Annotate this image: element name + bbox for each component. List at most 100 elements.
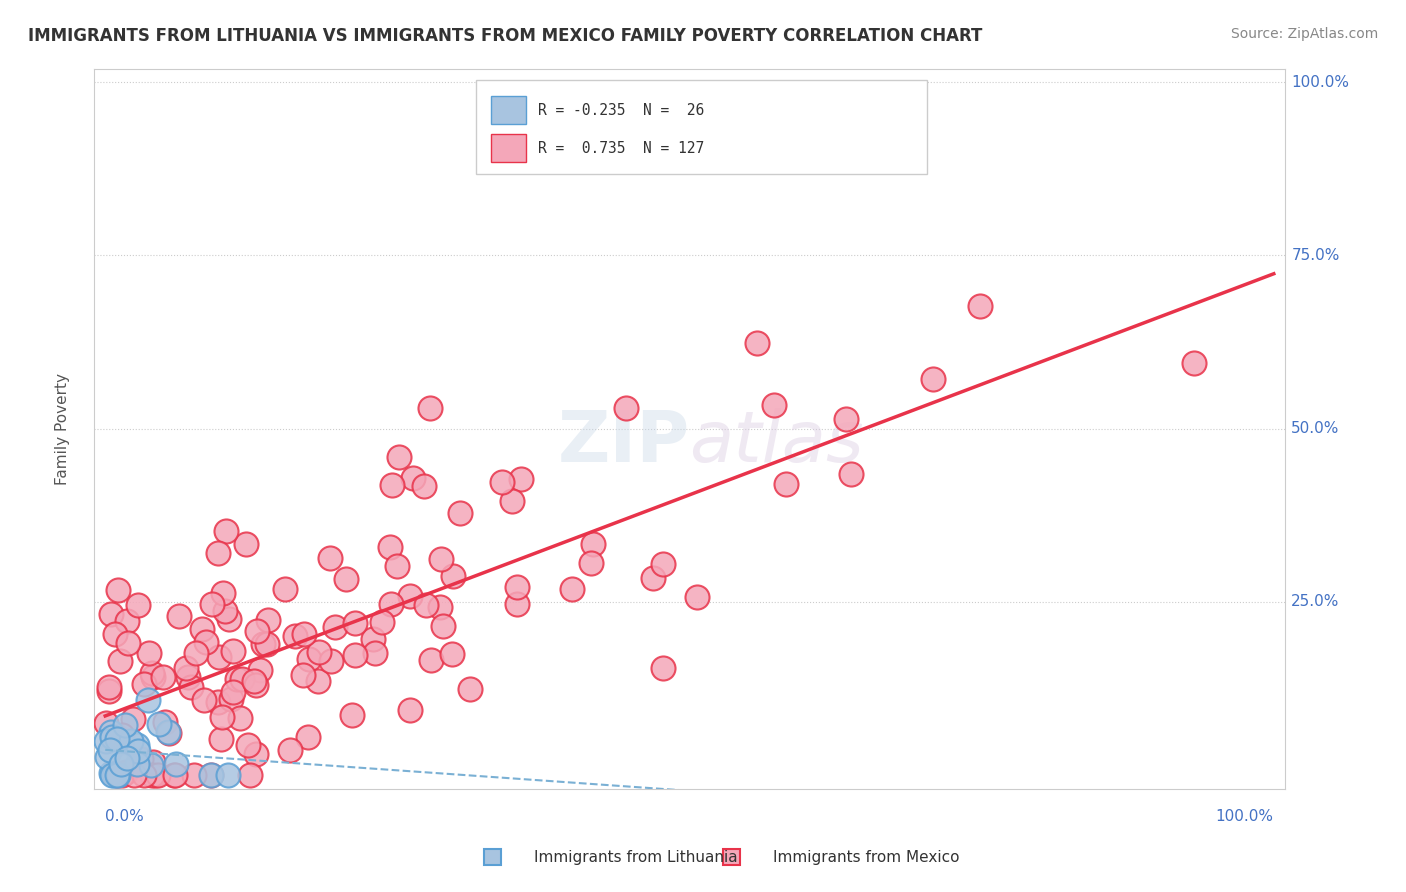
Point	[157, 726, 180, 740]
Point	[292, 626, 315, 640]
Point	[146, 768, 169, 782]
Point	[101, 768, 124, 782]
Point	[143, 768, 166, 782]
Point	[225, 672, 247, 686]
Text: 0.0%: 0.0%	[105, 809, 143, 824]
Point	[104, 627, 127, 641]
Point	[218, 612, 240, 626]
Point	[141, 665, 163, 680]
Point	[127, 756, 149, 771]
Point	[274, 582, 297, 596]
Point	[200, 768, 222, 782]
Point	[214, 604, 236, 618]
Point	[209, 731, 232, 746]
Point	[127, 744, 149, 758]
Point	[387, 450, 409, 464]
Text: Source: ZipAtlas.com: Source: ZipAtlas.com	[1230, 27, 1378, 41]
Point	[122, 768, 145, 782]
Point	[120, 734, 142, 748]
Point	[839, 467, 862, 482]
Point	[211, 710, 233, 724]
Point	[107, 768, 129, 782]
Point	[307, 673, 329, 688]
Point	[100, 725, 122, 739]
Bar	[484, 849, 501, 865]
Point	[245, 747, 267, 762]
Point	[318, 551, 340, 566]
Point	[257, 613, 280, 627]
Point	[256, 637, 278, 651]
Text: ZIP: ZIP	[557, 408, 689, 477]
Point	[380, 540, 402, 554]
Point	[180, 681, 202, 695]
Point	[582, 537, 605, 551]
Text: IMMIGRANTS FROM LITHUANIA VS IMMIGRANTS FROM MEXICO FAMILY POVERTY CORRELATION C: IMMIGRANTS FROM LITHUANIA VS IMMIGRANTS …	[28, 27, 983, 45]
Point	[163, 768, 186, 782]
Point	[163, 768, 186, 782]
Point	[94, 734, 117, 748]
Text: 100.0%: 100.0%	[1291, 75, 1350, 90]
Point	[252, 637, 274, 651]
Point	[291, 668, 314, 682]
Point	[643, 571, 665, 585]
Text: 50.0%: 50.0%	[1291, 421, 1340, 436]
Point	[561, 582, 583, 597]
Point	[298, 652, 321, 666]
Point	[579, 556, 602, 570]
Point	[207, 546, 229, 560]
Point	[194, 634, 217, 648]
Point	[115, 614, 138, 628]
Point	[432, 619, 454, 633]
Point	[115, 750, 138, 764]
Point	[763, 398, 786, 412]
Bar	[724, 849, 741, 865]
Point	[364, 646, 387, 660]
Point	[402, 470, 425, 484]
Point	[117, 636, 139, 650]
Point	[415, 599, 437, 613]
Text: R =  0.735  N = 127: R = 0.735 N = 127	[537, 141, 704, 155]
Point	[412, 479, 434, 493]
Point	[121, 712, 143, 726]
Point	[458, 681, 481, 696]
Point	[380, 597, 402, 611]
Point	[141, 768, 163, 782]
Point	[153, 714, 176, 729]
Point	[429, 552, 451, 566]
Point	[335, 572, 357, 586]
Point	[105, 731, 128, 746]
Point	[201, 598, 224, 612]
Text: Family Poverty: Family Poverty	[55, 373, 70, 484]
Point	[221, 692, 243, 706]
Point	[132, 677, 155, 691]
Point	[127, 738, 149, 752]
Point	[245, 677, 267, 691]
Point	[387, 558, 409, 573]
Text: atlas: atlas	[689, 408, 865, 477]
Point	[141, 755, 163, 769]
Point	[614, 401, 637, 415]
Text: Immigrants from Lithuania: Immigrants from Lithuania	[534, 850, 738, 865]
Point	[344, 648, 367, 663]
Point	[231, 673, 253, 687]
Point	[107, 582, 129, 597]
Point	[101, 730, 124, 744]
Point	[419, 653, 441, 667]
Point	[138, 646, 160, 660]
Point	[114, 718, 136, 732]
Point	[142, 670, 165, 684]
Point	[98, 680, 121, 694]
Point	[510, 471, 533, 485]
Text: 100.0%: 100.0%	[1216, 809, 1274, 824]
Point	[148, 716, 170, 731]
FancyBboxPatch shape	[475, 80, 927, 175]
Point	[308, 645, 330, 659]
Point	[105, 768, 128, 782]
Point	[103, 768, 125, 782]
Point	[745, 336, 768, 351]
Point	[110, 756, 132, 771]
Point	[96, 750, 118, 764]
Point	[1182, 356, 1205, 370]
Text: 75.0%: 75.0%	[1291, 248, 1340, 263]
Text: 25.0%: 25.0%	[1291, 594, 1340, 609]
